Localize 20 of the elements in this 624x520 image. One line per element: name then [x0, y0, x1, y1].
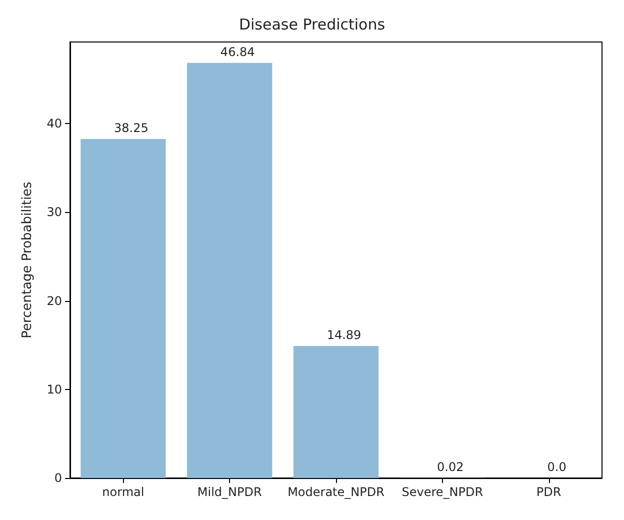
- bar: [293, 346, 379, 478]
- y-tick-label: 30: [46, 205, 62, 220]
- data-label: 0.02: [437, 460, 464, 474]
- data-label: 46.84: [220, 44, 255, 59]
- y-tick-label: 40: [46, 116, 62, 131]
- y-axis-title: Percentage Probabilities: [20, 181, 35, 338]
- chart-title: Disease Predictions: [238, 16, 386, 34]
- bar: [80, 139, 166, 478]
- x-tick-label: Severe_NPDR: [402, 485, 484, 499]
- data-label: 14.89: [326, 328, 362, 342]
- data-label: 38.25: [114, 121, 148, 136]
- y-tick-label: 20: [46, 294, 62, 308]
- bar: [187, 62, 272, 478]
- x-tick-label: Mild_NPDR: [197, 485, 262, 499]
- y-tick-label: 10: [46, 382, 62, 396]
- x-tick-label: Moderate_NPDR: [288, 485, 384, 499]
- x-tick-label: PDR: [536, 485, 562, 499]
- y-tick-label: 0: [54, 471, 62, 485]
- data-label: 0.0: [547, 460, 566, 474]
- x-tick-label: normal: [102, 485, 144, 499]
